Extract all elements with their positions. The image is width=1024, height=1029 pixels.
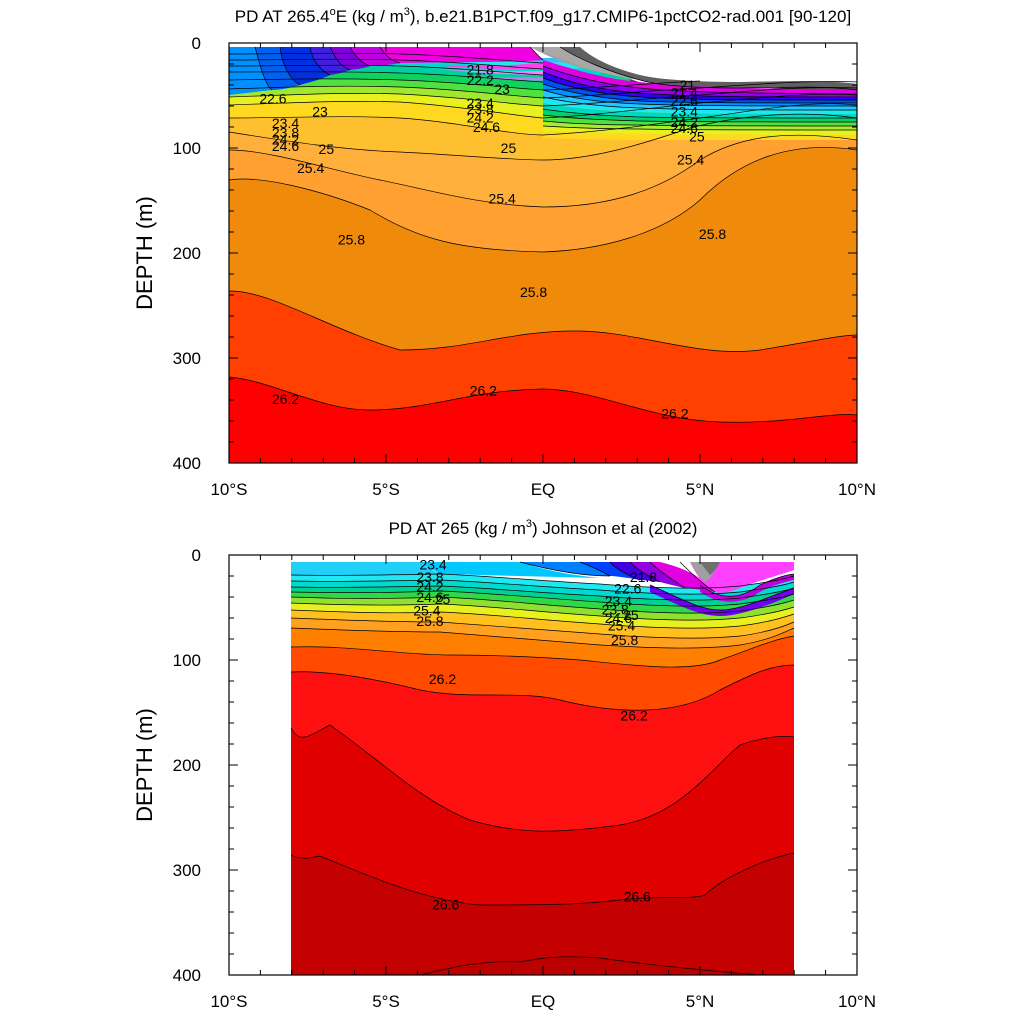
bottom-y-tick-label: 100 bbox=[173, 651, 201, 670]
top-contour-label: 25 bbox=[501, 140, 517, 156]
top-contour-label: 24.2 bbox=[272, 132, 299, 148]
bottom-contour-label: 21.8 bbox=[630, 569, 657, 585]
bottom-contour-label: 25.4 bbox=[608, 617, 635, 633]
top-y-tick-label: 300 bbox=[173, 349, 201, 368]
top-y-tick-label: 200 bbox=[173, 244, 201, 263]
top-contour-label: 23.8 bbox=[272, 124, 299, 140]
top-contour-label: 22.2 bbox=[467, 72, 494, 88]
bottom-contour-label: 25.8 bbox=[611, 632, 638, 648]
bottom-contour-label: 25.4 bbox=[413, 603, 440, 619]
bottom-x-tick-label: 5°S bbox=[372, 992, 400, 1011]
bottom-x-tick-label: 10°N bbox=[838, 992, 876, 1011]
top-contour-label: 26.2 bbox=[470, 383, 497, 399]
top-contour-label: 21.8 bbox=[467, 61, 494, 77]
bottom-ticks bbox=[228, 554, 858, 976]
bottom-contour-labels: 23.423.824.224.62525.425.821.822.623.423… bbox=[413, 556, 657, 912]
top-contour-label: 22.6 bbox=[671, 93, 698, 109]
top-contour-label: 24.2 bbox=[671, 114, 698, 130]
bottom-contour-label: 26.2 bbox=[620, 708, 647, 724]
top-contour-labels: 21.822.22322.62323.423.824.224.623.423.8… bbox=[259, 61, 726, 421]
bottom-y-tick-labels: 0 100 200 300 400 bbox=[173, 546, 201, 985]
bottom-x-tick-labels: 10°S 5°S EQ 5°N 10°N bbox=[210, 992, 876, 1011]
bottom-y-tick-label: 300 bbox=[173, 861, 201, 880]
bottom-contour-label: 25 bbox=[623, 607, 639, 623]
bottom-y-tick-label: 0 bbox=[192, 546, 201, 565]
top-x-tick-label: 10°S bbox=[210, 480, 247, 499]
top-contour-label: 22.6 bbox=[259, 91, 286, 107]
bottom-contour-label: 24.2 bbox=[416, 579, 443, 595]
bottom-contour-label: 23.8 bbox=[416, 569, 443, 585]
top-x-tick-label: 10°N bbox=[838, 480, 876, 499]
bottom-contour-label: 23.8 bbox=[602, 602, 629, 618]
top-y-tick-label: 400 bbox=[173, 454, 201, 473]
bottom-contour-label: 22.6 bbox=[614, 581, 641, 597]
top-contour-label: 25.4 bbox=[297, 160, 324, 176]
bottom-contour-fill bbox=[229, 555, 857, 975]
bottom-y-tick-label: 400 bbox=[173, 966, 201, 985]
top-contour-label: 24.6 bbox=[671, 120, 698, 136]
top-y-axis-label: DEPTH (m) bbox=[132, 196, 157, 310]
bottom-x-tick-label: 5°N bbox=[686, 992, 715, 1011]
bottom-contour-label: 25 bbox=[435, 591, 451, 607]
top-contour-label: 21.4 bbox=[671, 84, 698, 100]
top-contour-label: 23.8 bbox=[467, 101, 494, 117]
bottom-contour-label: 25.8 bbox=[416, 613, 443, 629]
bottom-contour-label: 23.4 bbox=[419, 556, 446, 572]
bottom-contour-label: 24.6 bbox=[605, 610, 632, 626]
top-contour-label: 25.4 bbox=[677, 152, 704, 168]
bottom-panel: PD AT 265 (kg / m3) Johnson et al (2002) bbox=[132, 518, 876, 1011]
bottom-contour-label: 24.6 bbox=[416, 589, 443, 605]
bottom-y-axis-label: DEPTH (m) bbox=[132, 708, 157, 822]
top-contour-label: 26.2 bbox=[272, 391, 299, 407]
top-x-tick-label: EQ bbox=[531, 480, 556, 499]
top-contour-label: 24.2 bbox=[467, 110, 494, 126]
top-chart-title: PD AT 265.4oE (kg / m3), b.e21.B1PCT.f09… bbox=[235, 6, 851, 26]
top-panel: PD AT 265.4oE (kg / m3), b.e21.B1PCT.f09… bbox=[132, 6, 876, 499]
bottom-chart-title: PD AT 265 (kg / m3) Johnson et al (2002) bbox=[389, 518, 698, 538]
top-x-tick-label: 5°N bbox=[686, 480, 715, 499]
bottom-x-tick-label: EQ bbox=[531, 992, 556, 1011]
top-contour-lines bbox=[229, 46, 857, 423]
bottom-contour-label: 26.6 bbox=[624, 888, 651, 904]
top-contour-label: 25.8 bbox=[338, 231, 365, 247]
top-y-tick-label: 0 bbox=[192, 34, 201, 53]
top-contour-label: 24.6 bbox=[473, 119, 500, 135]
bottom-contour-label: 23.4 bbox=[605, 593, 632, 609]
top-contour-label: 25 bbox=[689, 128, 705, 144]
top-y-tick-labels: 0 100 200 300 400 bbox=[173, 34, 201, 473]
top-contour-label: 26.2 bbox=[661, 406, 688, 422]
bottom-contour-label: 26.2 bbox=[429, 671, 456, 687]
bottom-y-tick-label: 200 bbox=[173, 756, 201, 775]
top-contour-label: 23.4 bbox=[671, 103, 698, 119]
bottom-x-tick-label: 10°S bbox=[210, 992, 247, 1011]
top-x-tick-labels: 10°S 5°S EQ 5°N 10°N bbox=[210, 480, 876, 499]
top-ticks bbox=[228, 42, 858, 464]
top-contour-label: 25.4 bbox=[489, 190, 516, 206]
top-contour-label: 24.6 bbox=[272, 138, 299, 154]
top-contour-label: 23 bbox=[494, 81, 510, 97]
top-contour-label: 23 bbox=[312, 103, 328, 119]
top-contour-label: 23.4 bbox=[467, 95, 494, 111]
top-contour-label: 25.8 bbox=[520, 284, 547, 300]
top-x-tick-label: 5°S bbox=[372, 480, 400, 499]
top-contour-label: 23.4 bbox=[272, 115, 299, 131]
top-contour-label: 25.8 bbox=[699, 226, 726, 242]
bottom-contour-label: 26.6 bbox=[432, 897, 459, 913]
top-contour-label: 21 bbox=[680, 77, 696, 93]
bottom-contour-lines bbox=[290, 561, 795, 975]
top-y-tick-label: 100 bbox=[173, 139, 201, 158]
top-contour-label: 25 bbox=[319, 141, 335, 157]
